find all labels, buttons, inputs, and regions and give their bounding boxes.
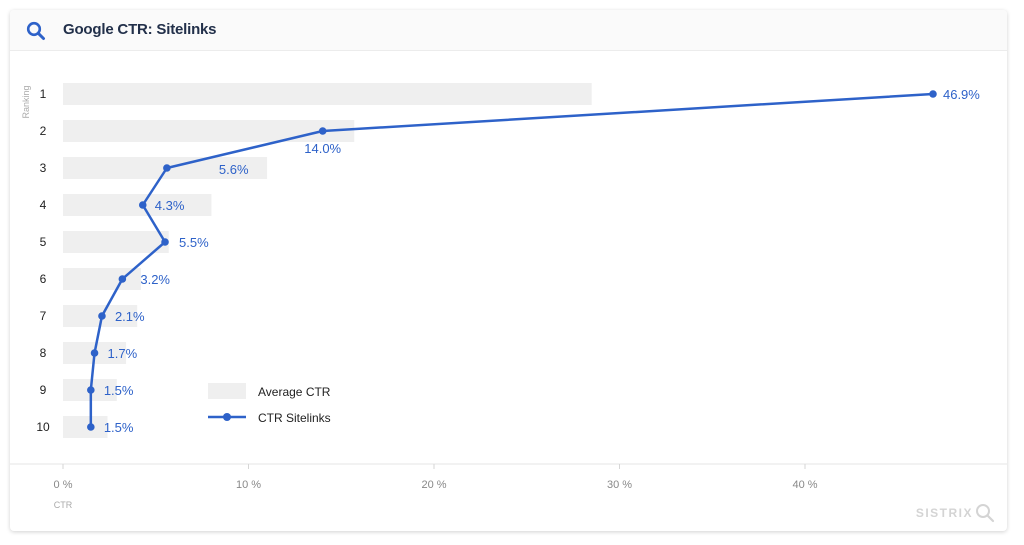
x-tick-label: 30 %: [607, 479, 632, 491]
chart-card: Google CTR: Sitelinks 1 2 3 4 5 6 7 8 9 10 Ranking…: [10, 10, 1007, 531]
ranking-tick-label: 1: [40, 87, 47, 101]
ctr-sitelinks-line: [89, 92, 934, 427]
ctr-sitelinks-data-label: 46.9%: [943, 87, 980, 102]
legend-swatch-ctr-sitelinks-point: [223, 413, 231, 421]
chart-area: 1 2 3 4 5 6 7 8 9 10 Ranking 0 % 10 % 20 % 30 % 40 % CTR…: [10, 83, 1007, 510]
avg-ctr-bar: [63, 416, 108, 438]
ctr-sitelinks-point: [87, 386, 95, 394]
y-axis-label: Ranking: [21, 85, 31, 118]
ctr-sitelinks-data-label: 4.3%: [155, 198, 185, 213]
brand-magnifier-icon: [976, 504, 995, 523]
ctr-sitelinks-point: [318, 127, 327, 135]
avg-ctr-bar: [63, 268, 141, 290]
ctr-sitelinks-data-label: 1.7%: [108, 346, 138, 361]
ctr-sitelinks-point: [87, 423, 95, 431]
ctr-sitelinks-data-label: 3.2%: [140, 272, 170, 287]
ctr-sitelinks-point: [161, 238, 169, 246]
x-tick-label: 20 %: [421, 479, 446, 491]
ctr-sitelinks-data-label: 2.1%: [115, 309, 145, 324]
x-tick-label: 10 %: [236, 479, 261, 491]
legend-label-average-ctr: Average CTR: [258, 385, 331, 399]
legend-label-ctr-sitelinks: CTR Sitelinks: [258, 411, 331, 425]
brand-name: SISTRIX: [915, 506, 973, 520]
x-tick-label: 40 %: [792, 479, 817, 491]
brand-logo: SISTRIX: [916, 503, 995, 523]
x-axis-label: CTR: [54, 500, 73, 510]
ctr-sitelinks-point: [98, 312, 106, 320]
ranking-tick-label: 6: [40, 272, 47, 286]
ranking-tick-label: 8: [40, 346, 47, 360]
x-tick-label: 0 %: [54, 479, 73, 491]
ranking-tick-label: 2: [40, 124, 47, 138]
ranking-tick-label: 9: [40, 383, 47, 397]
ctr-sitelinks-point: [90, 349, 99, 357]
ctr-sitelinks-data-label: 5.5%: [179, 235, 209, 250]
ctr-sitelinks-data-label: 1.5%: [104, 383, 134, 398]
search-icon: [26, 21, 45, 40]
ranking-tick-label: 4: [40, 198, 47, 212]
avg-ctr-bar: [63, 120, 355, 142]
ctr-sitelinks-point: [138, 201, 147, 209]
avg-ctr-bar: [63, 231, 169, 253]
avg-ctr-bar: [63, 83, 592, 105]
card-header: Google CTR: Sitelinks: [10, 10, 1007, 51]
page-title: Google CTR: Sitelinks: [63, 21, 217, 38]
ranking-tick-label: 10: [36, 420, 50, 434]
ranking-tick-label: 7: [40, 309, 47, 323]
ranking-tick-label: 3: [40, 161, 47, 175]
ranking-tick-label: 5: [40, 235, 47, 249]
ctr-sitelinks-data-label: 1.5%: [104, 420, 134, 435]
ctr-sitelinks-point: [118, 275, 127, 283]
ctr-sitelinks-data-label: 5.6%: [219, 162, 249, 177]
ctr-sitelinks-data-label: 14.0%: [304, 141, 341, 156]
ctr-sitelinks-point: [163, 164, 171, 172]
ctr-sitelinks-point: [929, 90, 937, 98]
avg-ctr-bar: [63, 194, 212, 216]
legend-swatch-average-ctr: [208, 383, 246, 399]
